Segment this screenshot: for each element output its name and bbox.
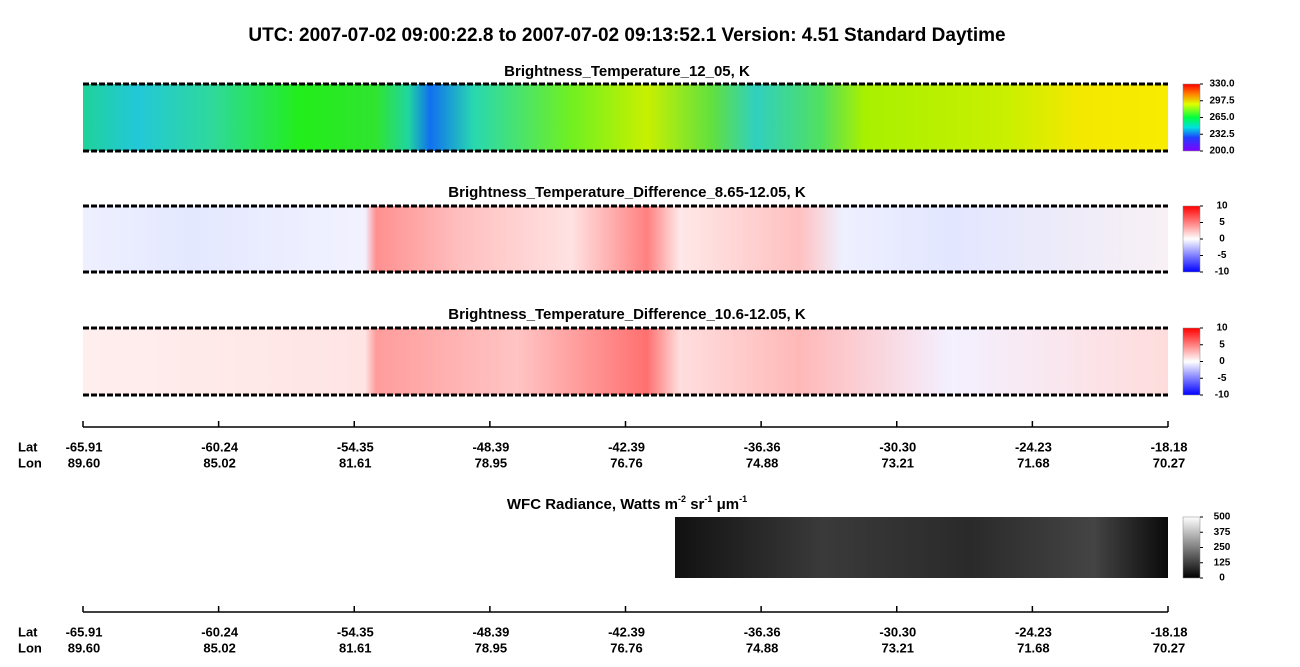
colorbar-label: -10 (1215, 267, 1230, 278)
colorbar-label: -5 (1218, 373, 1227, 384)
title-part: μm (712, 496, 739, 513)
lat-tick: -60.24 (201, 439, 239, 454)
lon-tick: 85.02 (203, 640, 236, 655)
lat-tick: -30.30 (879, 439, 916, 454)
lat-tick: -18.18 (1151, 439, 1188, 454)
lat-tick: -60.24 (201, 624, 239, 639)
title-part: sr (686, 496, 705, 513)
colorbar-label: 265.0 (1209, 112, 1234, 123)
lon-label: Lon (18, 640, 42, 655)
lon-tick: 85.02 (203, 455, 236, 470)
lat-tick: -48.39 (472, 439, 509, 454)
lon-tick: 89.60 (68, 455, 101, 470)
image (83, 84, 1168, 151)
lat-label: Lat (18, 439, 38, 454)
colorbar (1182, 83, 1201, 152)
lat-tick: -24.23 (1015, 439, 1052, 454)
title-part: -1 (704, 494, 712, 504)
lon-tick: 73.21 (881, 640, 914, 655)
colorbar-label: -10 (1215, 390, 1230, 401)
title-part: -2 (678, 494, 686, 504)
lon-tick: 70.27 (1153, 640, 1186, 655)
lat-tick: -18.18 (1151, 624, 1188, 639)
colorbar (1182, 205, 1201, 273)
colorbar-label: 5 (1219, 217, 1225, 228)
colorbar-label: 330.0 (1209, 79, 1234, 90)
colorbar-label: 250 (1214, 542, 1231, 553)
lon-tick: 78.95 (475, 455, 508, 470)
panel-title: Brightness_Temperature_Difference_8.65-1… (448, 184, 806, 201)
colorbar (1182, 516, 1201, 579)
lat-tick: -65.91 (66, 624, 103, 639)
panel-title: WFC Radiance, Watts m-2 sr-1 μm-1 (507, 494, 747, 513)
colorbar-label: 200.0 (1209, 146, 1234, 157)
title-part: WFC Radiance, Watts m (507, 496, 678, 513)
lon-tick: 81.61 (339, 455, 372, 470)
colorbar-label: 5 (1219, 339, 1225, 350)
lon-tick: 74.88 (746, 455, 779, 470)
lat-tick: -42.39 (608, 624, 645, 639)
colorbar-label: 0 (1219, 234, 1225, 245)
colorbar-label: 297.5 (1209, 95, 1234, 106)
colorbar-label: 375 (1214, 527, 1231, 538)
lat-label: Lat (18, 624, 38, 639)
panel-title: Brightness_Temperature_Difference_10.6-1… (448, 306, 806, 323)
colorbar-label: -5 (1218, 250, 1227, 261)
colorbar-label: 10 (1216, 323, 1228, 334)
lon-label: Lon (18, 455, 42, 470)
lon-tick: 76.76 (610, 640, 643, 655)
lon-tick: 74.88 (746, 640, 779, 655)
colorbar-label: 0 (1219, 573, 1225, 584)
lat-tick: -48.39 (472, 624, 509, 639)
colorbar-label: 125 (1214, 557, 1231, 568)
lon-tick: 71.68 (1017, 455, 1050, 470)
lat-tick: -36.36 (744, 439, 781, 454)
image (675, 517, 1168, 578)
image (83, 206, 1168, 272)
lon-tick: 71.68 (1017, 640, 1050, 655)
lon-tick: 73.21 (881, 455, 914, 470)
lat-tick: -54.35 (337, 624, 374, 639)
colorbar (1182, 327, 1201, 396)
lon-tick: 70.27 (1153, 455, 1186, 470)
title-part: -1 (739, 494, 747, 504)
lat-tick: -24.23 (1015, 624, 1052, 639)
colorbar-label: 10 (1216, 201, 1228, 212)
lon-tick: 78.95 (475, 640, 508, 655)
lat-tick: -42.39 (608, 439, 645, 454)
lat-tick: -30.30 (879, 624, 916, 639)
page-title: UTC: 2007-07-02 09:00:22.8 to 2007-07-02… (248, 25, 1005, 46)
colorbar-label: 500 (1214, 512, 1231, 523)
panel-title: Brightness_Temperature_12_05, K (504, 63, 750, 80)
image (83, 328, 1168, 395)
lat-tick: -36.36 (744, 624, 781, 639)
lon-tick: 89.60 (68, 640, 101, 655)
lon-tick: 81.61 (339, 640, 372, 655)
lat-tick: -54.35 (337, 439, 374, 454)
colorbar-label: 232.5 (1209, 129, 1234, 140)
lon-tick: 76.76 (610, 455, 643, 470)
lat-tick: -65.91 (66, 439, 103, 454)
colorbar-label: 0 (1219, 356, 1225, 367)
